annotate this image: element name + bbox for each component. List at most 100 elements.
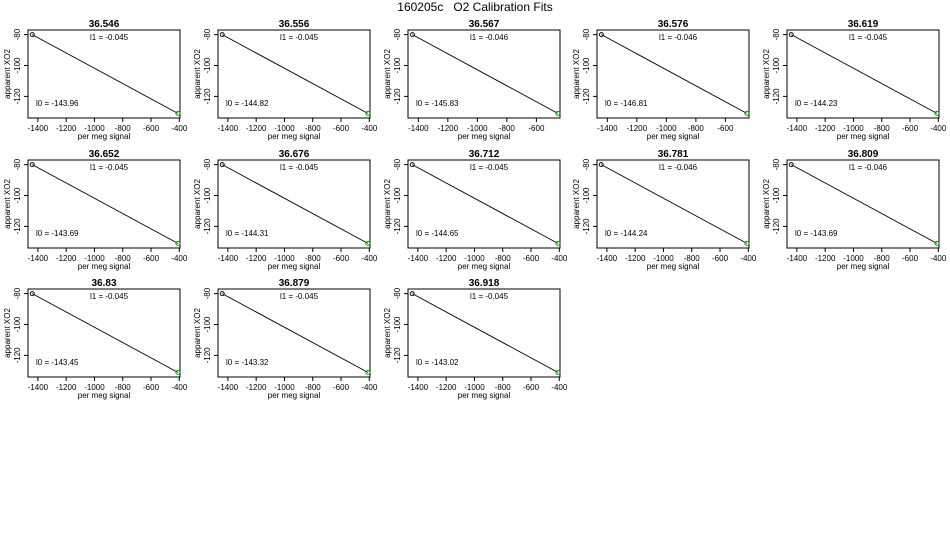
panel-title: 36.567 <box>469 19 500 30</box>
slope-annotation: l1 = -0.045 <box>90 163 129 172</box>
y-axis-label: apparent XO2 <box>3 179 12 229</box>
panel-title: 36.546 <box>89 19 120 30</box>
intercept-annotation: l0 = -143.96 <box>36 99 79 108</box>
plot-frame <box>217 159 371 249</box>
x-tick-label: -1000 <box>843 254 864 263</box>
y-axis-label: apparent XO2 <box>383 308 392 358</box>
slope-annotation: l1 = -0.045 <box>280 33 319 42</box>
x-tick-label: -600 <box>712 254 729 263</box>
end-point-marker <box>555 110 561 116</box>
y-tick-label: -120 <box>393 347 402 364</box>
plot-frame <box>596 159 750 249</box>
plot-frame <box>27 29 181 119</box>
y-tick-label: -80 <box>13 158 22 170</box>
x-tick-label: -1200 <box>56 254 77 263</box>
x-tick-label: -1200 <box>436 254 457 263</box>
page-title: 160205c O2 Calibration Fits <box>397 0 553 14</box>
calibration-panel: 36.556 -1400 -1200 -1000 -800 -600 -400 -80 -100… <box>193 19 378 141</box>
x-tick-label: -600 <box>333 383 350 392</box>
end-point-marker <box>175 110 181 116</box>
y-tick-label: -100 <box>13 187 22 204</box>
fit-line <box>32 293 179 373</box>
calibration-panel: 36.712 -1400 -1200 -1000 -800 -600 -400 -80 -100… <box>383 149 568 271</box>
plot-frame <box>27 288 181 378</box>
panel-title: 36.652 <box>89 149 120 160</box>
y-tick-label: -120 <box>393 88 402 105</box>
calibration-panel: 36.676 -1400 -1200 -1000 -800 -600 -400 -80 -100… <box>193 149 378 271</box>
y-tick-label: -100 <box>582 187 591 204</box>
plot-frame <box>786 159 940 249</box>
x-tick-label: -1200 <box>246 124 267 133</box>
x-axis-label: per meg signal <box>837 262 890 271</box>
calibration-panel: 36.576 -1400 -1200 -1000 -800 -600 -80 -100 -120… <box>572 19 750 141</box>
y-tick-label: -100 <box>203 57 212 74</box>
x-tick-label: -400 <box>361 254 378 263</box>
x-tick-label: -400 <box>930 124 947 133</box>
y-axis-label: apparent XO2 <box>3 308 12 358</box>
y-tick-label: -100 <box>203 316 212 333</box>
x-tick-label: -400 <box>551 254 568 263</box>
x-tick-label: -400 <box>930 254 947 263</box>
y-tick-label: -100 <box>393 316 402 333</box>
x-tick-label: -600 <box>143 383 160 392</box>
panel-title: 36.809 <box>848 149 879 160</box>
end-point-marker <box>365 369 371 375</box>
fit-line <box>412 164 559 244</box>
x-tick-label: -1200 <box>438 124 459 133</box>
intercept-annotation: l0 = -143.32 <box>226 358 269 367</box>
end-point-marker <box>365 240 371 246</box>
plot-frame <box>27 159 181 249</box>
start-point-marker <box>409 32 415 38</box>
x-tick-label: -1000 <box>653 254 674 263</box>
x-axis-label: per meg signal <box>647 262 700 271</box>
intercept-annotation: l0 = -145.83 <box>416 99 459 108</box>
slope-annotation: l1 = -0.046 <box>659 33 698 42</box>
x-tick-label: -1000 <box>464 383 485 392</box>
intercept-annotation: l0 = -144.31 <box>226 229 269 238</box>
y-axis-label: apparent XO2 <box>383 49 392 99</box>
x-tick-label: -1200 <box>56 124 77 133</box>
x-axis-label: per meg signal <box>458 391 511 400</box>
calibration-panel: 36.546 -1400 -1200 -1000 -800 -600 -400 -80 -100… <box>3 19 188 141</box>
end-point-marker <box>744 240 750 246</box>
start-point-marker <box>29 291 35 297</box>
end-point-marker <box>555 240 561 246</box>
y-tick-label: -80 <box>13 287 22 299</box>
x-tick-label: -1000 <box>464 254 485 263</box>
x-tick-label: -600 <box>333 254 350 263</box>
y-tick-label: -120 <box>13 347 22 364</box>
x-tick-label: -1200 <box>627 124 648 133</box>
x-tick-label: -1400 <box>597 254 618 263</box>
intercept-annotation: l0 = -144.65 <box>416 229 459 238</box>
x-tick-label: -1000 <box>84 383 105 392</box>
x-tick-label: -1000 <box>274 254 295 263</box>
y-tick-label: -100 <box>582 57 591 74</box>
x-tick-label: -800 <box>874 254 891 263</box>
x-tick-label: -600 <box>523 254 540 263</box>
fit-line <box>32 34 179 114</box>
x-tick-label: -1200 <box>246 254 267 263</box>
x-tick-label: -600 <box>717 124 734 133</box>
y-tick-label: -120 <box>203 347 212 364</box>
fit-line <box>791 164 938 244</box>
y-axis-label: apparent XO2 <box>762 179 771 229</box>
x-axis-label: per meg signal <box>268 132 321 141</box>
x-tick-label: -1200 <box>436 383 457 392</box>
panel-title: 36.83 <box>91 278 116 289</box>
y-tick-label: -100 <box>393 57 402 74</box>
start-point-marker <box>29 32 35 38</box>
x-tick-label: -1200 <box>56 383 77 392</box>
x-tick-label: -1400 <box>787 124 808 133</box>
x-tick-label: -600 <box>523 383 540 392</box>
start-point-marker <box>219 162 225 168</box>
x-axis-label: per meg signal <box>78 132 131 141</box>
y-tick-label: -80 <box>13 28 22 40</box>
x-tick-label: -800 <box>684 254 701 263</box>
x-tick-label: -1400 <box>28 254 49 263</box>
panel-title: 36.676 <box>279 149 310 160</box>
fit-line <box>412 293 559 373</box>
calibration-panel: 36.619 -1400 -1200 -1000 -800 -600 -400 -80 -100… <box>762 19 947 141</box>
y-tick-label: -80 <box>582 158 591 170</box>
x-tick-label: -1400 <box>408 124 429 133</box>
y-tick-label: -120 <box>582 88 591 105</box>
